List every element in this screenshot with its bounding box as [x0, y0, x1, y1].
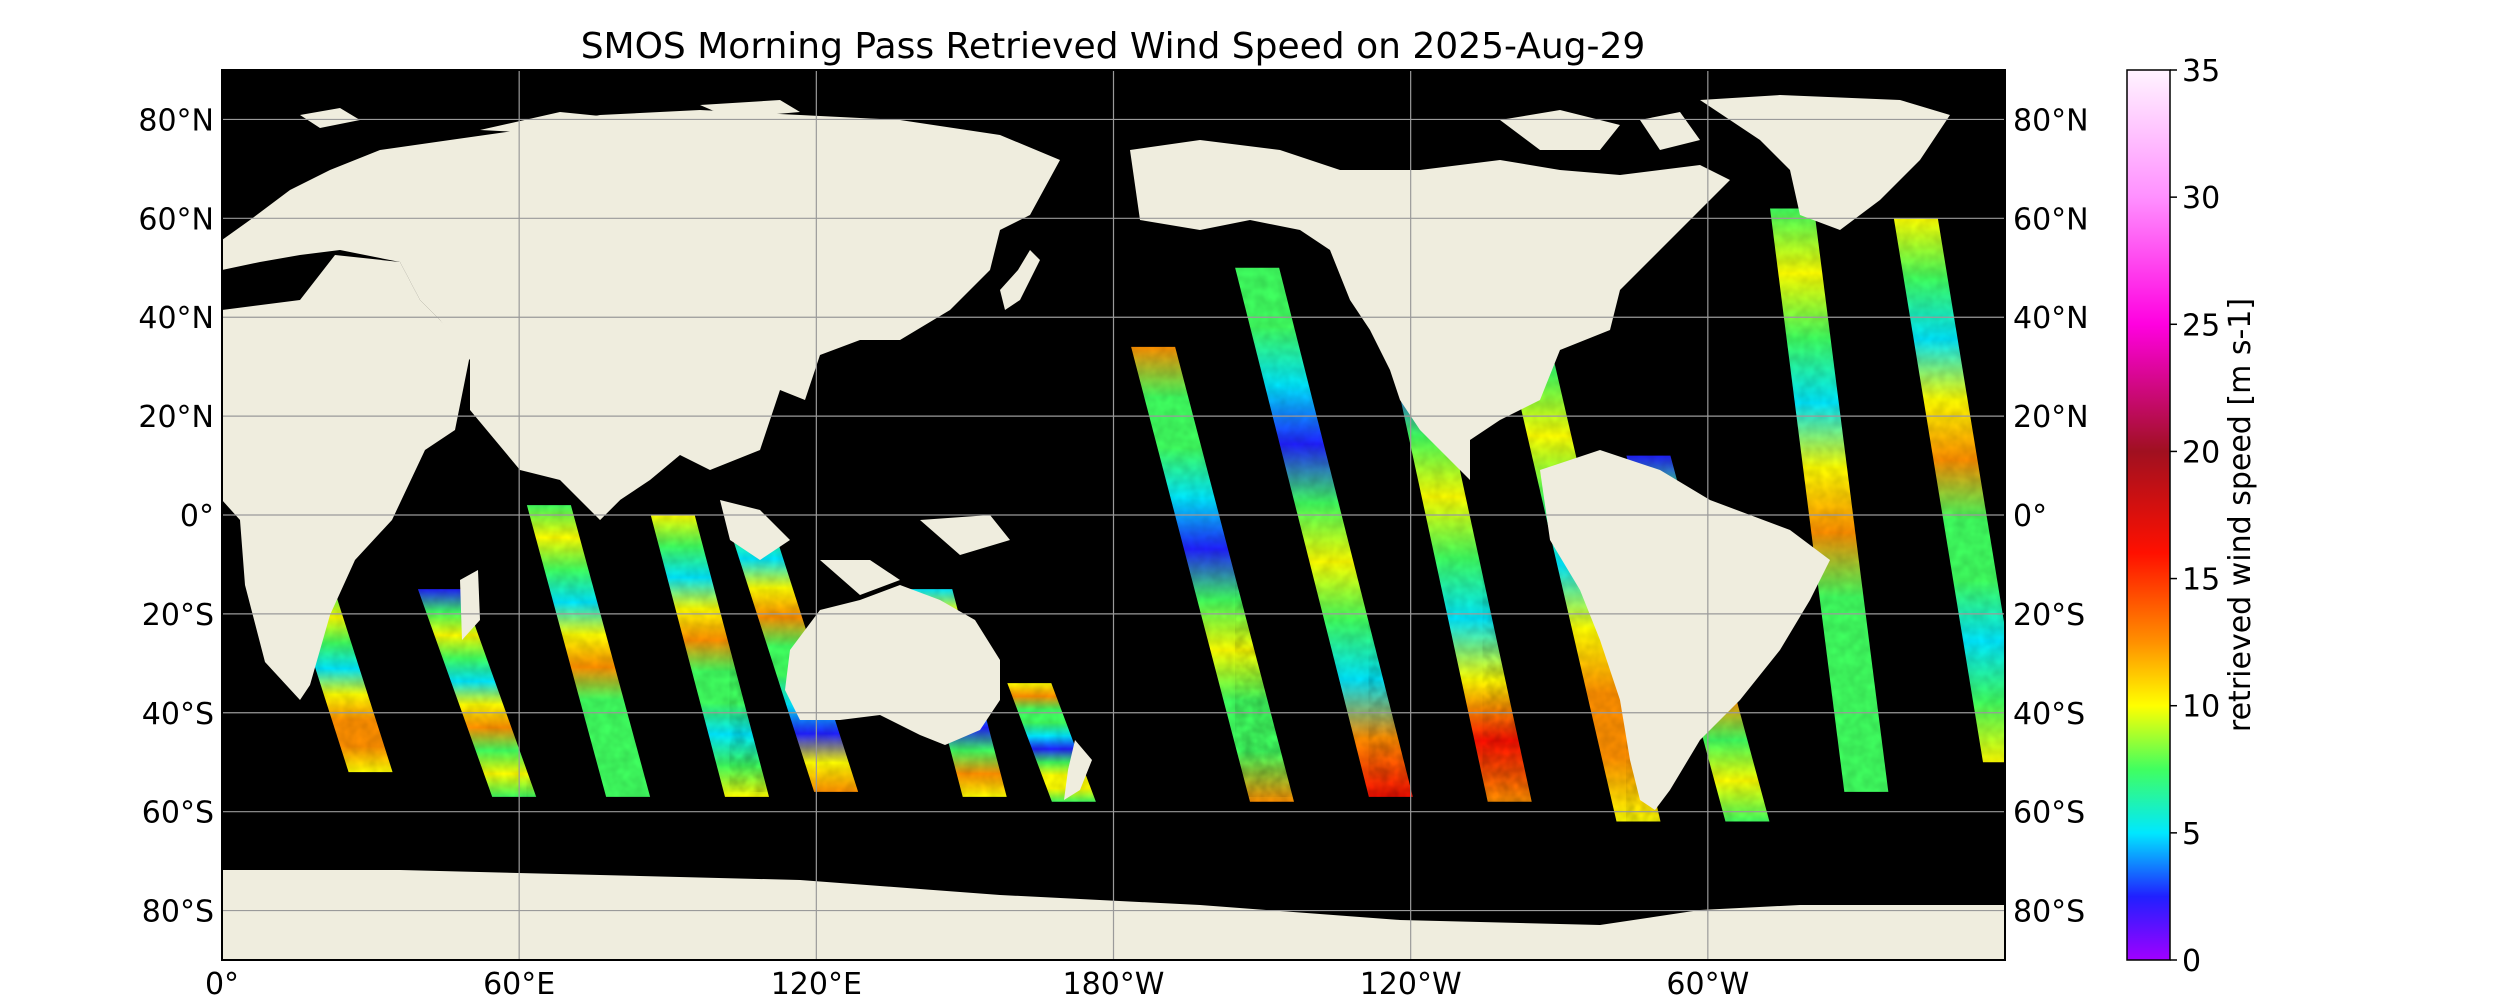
map-frame [221, 69, 2006, 961]
colorbar-tick-label: 5 [2182, 817, 2201, 852]
lon-label: 60°E [483, 967, 555, 1000]
lat-label-left: 60°S [142, 796, 214, 831]
land-india [560, 390, 660, 520]
lat-label-right: 0° [2013, 499, 2047, 534]
wind-swath-texture [1893, 218, 2005, 763]
lat-label-left: 80°S [142, 895, 214, 930]
land-japan [1000, 250, 1040, 310]
wind-swath-texture [1235, 267, 1413, 797]
wind-swath-texture [1770, 208, 1889, 792]
colorbar-tick-label: 20 [2182, 435, 2220, 470]
wind-swath-texture [1131, 346, 1294, 802]
colorbar-tick-label: 0 [2182, 944, 2201, 979]
land-australia [785, 585, 1000, 745]
lat-label-right: 60°N [2013, 202, 2089, 237]
lat-label-left: 40°N [138, 301, 214, 336]
colorbar-tick-label: 25 [2182, 308, 2220, 343]
map-gridlines [222, 70, 2005, 960]
lon-label: 60°W [1666, 967, 1749, 1000]
lat-label-left: 40°S [142, 697, 214, 732]
land-madagascar [460, 570, 480, 640]
lat-label-right: 80°S [2013, 895, 2085, 930]
lat-label-right: 80°N [2013, 103, 2089, 138]
lon-label: 180°W [1063, 967, 1165, 1000]
colorbar-tick-label: 30 [2182, 181, 2220, 216]
land-greenland [1700, 95, 1950, 230]
colorbar-tick-label: 35 [2182, 54, 2220, 89]
land-eurasia [222, 110, 1060, 520]
lat-label-left: 20°N [138, 400, 214, 435]
land-south-america [1540, 450, 1830, 810]
colorbar-label: retrieved wind speed [m s-1] [2223, 298, 2258, 732]
lon-label: 120°E [771, 967, 862, 1000]
land-africa [222, 255, 470, 700]
lon-label: 0° [205, 967, 239, 1000]
colorbar-ticks: 0 5 10 15 20 25 30 35 [2170, 54, 2220, 979]
colorbar: 0 5 10 15 20 25 30 35 retrieved wind speed [m s… [2126, 54, 2258, 979]
lat-label-left: 80°N [138, 103, 214, 138]
lon-label: 120°W [1360, 967, 1462, 1000]
map-panel [222, 70, 2005, 960]
colorbar-bar [2126, 69, 2171, 961]
colorbar-tick-label: 15 [2182, 563, 2220, 598]
lat-label-right: 20°N [2013, 400, 2089, 435]
lat-label-left: 0° [180, 499, 214, 534]
wind-swath-texture [526, 505, 651, 797]
page-title: SMOS Morning Pass Retrieved Wind Speed o… [581, 26, 1646, 67]
land-indonesia [720, 500, 1010, 595]
land-north-america [1130, 140, 1730, 480]
lat-label-right: 40°S [2013, 697, 2085, 732]
colorbar-tick-label: 10 [2182, 690, 2220, 725]
lat-labels-right: 80°N 60°N 40°N 20°N 0° 20°S 40°S 60°S 80°S [2013, 103, 2089, 929]
lat-labels-left: 80°N 60°N 40°N 20°N 0° 20°S 40°S 60°S 80°S [138, 103, 214, 929]
lat-label-left: 60°N [138, 202, 214, 237]
lon-labels: 0° 60°E 120°E 180°W 120°W 60°W [205, 967, 1749, 1002]
lat-label-right: 60°S [2013, 796, 2085, 831]
lat-label-right: 20°S [2013, 598, 2085, 633]
land-new-zealand [1064, 740, 1092, 800]
lat-label-left: 20°S [142, 598, 214, 633]
lat-label-right: 40°N [2013, 301, 2089, 336]
wind-swath-texture [650, 515, 769, 797]
wind-swath-texture [417, 589, 537, 797]
land-arctic-islands [300, 100, 800, 135]
